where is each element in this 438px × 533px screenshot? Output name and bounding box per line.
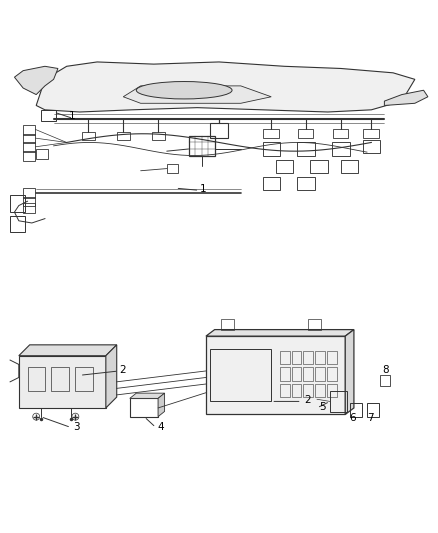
Bar [292,384,301,397]
Bar [117,132,130,140]
Bar [41,110,56,120]
Polygon shape [385,90,428,106]
Bar [167,164,178,173]
Bar [28,367,45,391]
Bar [380,375,390,386]
Bar [315,384,325,397]
Bar [292,367,301,381]
Bar [23,142,35,152]
Text: 2: 2 [304,395,311,405]
Text: 2: 2 [119,365,126,375]
Polygon shape [130,393,165,398]
Polygon shape [19,356,106,408]
Text: 6: 6 [350,413,356,423]
Bar [23,125,35,135]
Bar [292,351,301,364]
Bar [315,351,325,364]
Bar [130,398,158,417]
Bar [308,319,321,329]
Text: 1: 1 [199,184,206,193]
Bar [262,142,280,156]
Bar [327,384,336,397]
Bar [341,160,358,173]
Bar [206,336,345,415]
Bar [330,391,347,413]
Bar [333,128,348,138]
Text: 8: 8 [382,365,389,375]
Bar [327,351,336,364]
Bar [332,142,350,156]
Bar [262,177,280,190]
Bar [367,403,379,417]
Bar [51,367,69,391]
Bar [188,136,215,156]
Bar [297,142,315,156]
Bar [210,349,271,401]
Text: 3: 3 [73,422,80,432]
Text: 1: 1 [69,111,75,122]
Bar [280,384,290,397]
Text: 4: 4 [157,422,164,432]
Text: 5: 5 [319,402,326,412]
Text: 7: 7 [367,413,374,423]
Bar [311,160,328,173]
Bar [10,216,25,232]
Bar [263,128,279,138]
Bar [350,403,362,417]
Bar [280,351,290,364]
Polygon shape [19,345,117,356]
Polygon shape [123,86,271,103]
Bar [75,367,93,391]
Bar [304,384,313,397]
Polygon shape [206,329,354,336]
Polygon shape [345,329,354,415]
Bar [221,319,234,329]
Bar [23,134,35,143]
Bar [298,128,314,138]
Bar [304,367,313,381]
Bar [10,195,25,212]
Bar [210,123,228,138]
Bar [327,367,336,381]
Bar [297,177,315,190]
Polygon shape [36,62,415,112]
Bar [23,151,35,161]
Bar [304,351,313,364]
Bar [23,204,35,213]
Bar [280,367,290,381]
Bar [276,160,293,173]
Bar [152,132,165,140]
Bar [364,128,379,138]
Polygon shape [106,345,117,408]
Ellipse shape [136,82,232,99]
Polygon shape [14,66,58,94]
Bar [23,197,35,206]
Bar [23,188,35,198]
Bar [363,140,380,154]
Bar [315,367,325,381]
Bar [82,132,95,140]
Bar [36,149,48,158]
Polygon shape [158,393,165,417]
